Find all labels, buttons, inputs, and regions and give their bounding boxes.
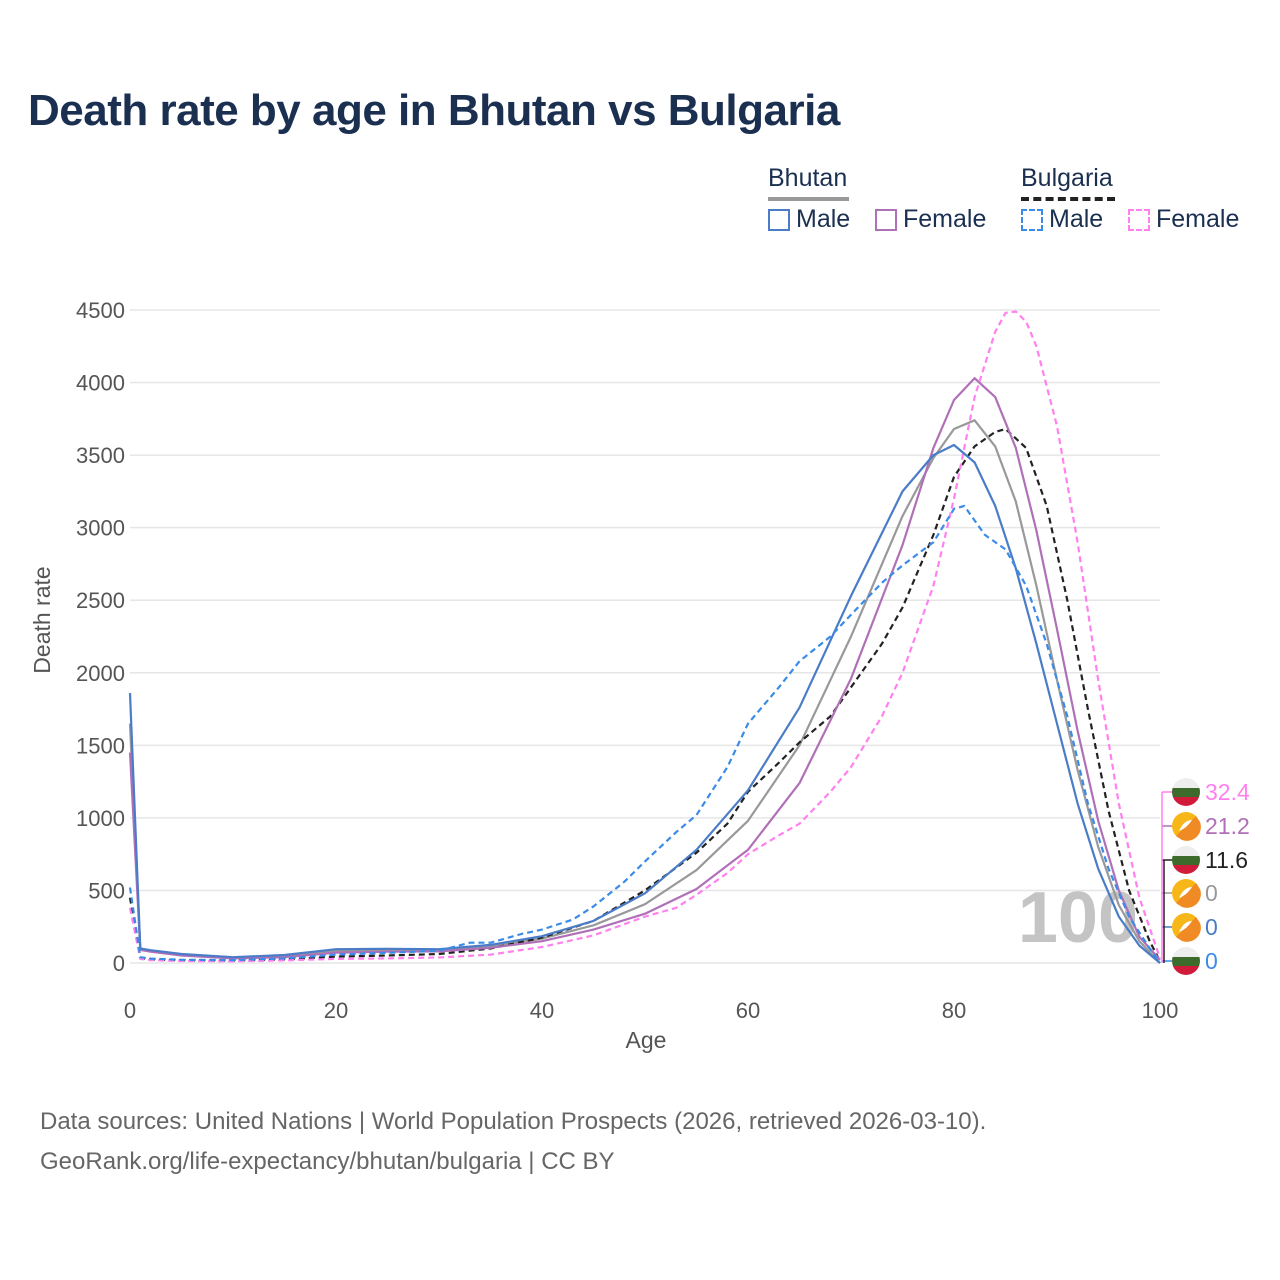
x-tick-label: 100: [1142, 998, 1179, 1023]
y-tick-label: 4000: [76, 371, 125, 396]
legend-bhutan-female-swatch: [875, 208, 897, 231]
y-tick-label: 500: [88, 878, 125, 903]
y-tick-label: 1500: [76, 733, 125, 758]
legend-bhutan-line: [768, 197, 850, 201]
y-tick-label: 3000: [76, 516, 125, 541]
x-tick-label: 0: [124, 998, 136, 1023]
bhutan-flag-icon: [1172, 879, 1201, 908]
end-label-bulgaria-male: 0: [1162, 947, 1218, 975]
y-tick-label: 1000: [76, 806, 125, 831]
legend-bhutan-female[interactable]: Female: [875, 205, 986, 234]
y-tick-label: 0: [113, 951, 125, 976]
end-label-bhutan-total: 0: [1162, 879, 1218, 908]
end-label-value: 0: [1205, 914, 1218, 940]
x-tick-label: 60: [736, 998, 760, 1023]
series-line-bulgaria-male[interactable]: [128, 504, 1161, 964]
x-tick-label: 80: [942, 998, 966, 1023]
y-tick-label: 2500: [76, 588, 125, 613]
series-line-bhutan-male[interactable]: [128, 443, 1161, 964]
legend-bulgaria-line: [1021, 197, 1115, 201]
legend-bhutan-female-label: Female: [903, 205, 987, 233]
series-line-bhutan-female[interactable]: [128, 377, 1161, 961]
end-labels: 32.4 21.2 11.6 0 0 0: [1161, 778, 1250, 975]
x-axis-label: Age: [626, 1027, 667, 1053]
end-label-value: 0: [1205, 880, 1218, 906]
legend-bulgaria-female[interactable]: Female: [1128, 205, 1239, 234]
chart-title: Death rate by age in Bhutan vs Bulgaria: [28, 86, 840, 135]
grid-lines: [130, 309, 1160, 964]
bhutan-flag-icon: [1172, 913, 1201, 942]
end-label-value: 21.2: [1205, 813, 1250, 839]
series-line-bulgaria-female[interactable]: [128, 310, 1162, 963]
legend-bulgaria-male-label: Male: [1049, 205, 1104, 233]
footer-sources: Data sources: United Nations | World Pop…: [40, 1108, 987, 1135]
end-label-value: 32.4: [1205, 779, 1250, 805]
legend-bulgaria-male-swatch: [1021, 208, 1043, 231]
y-tick-label: 3500: [76, 443, 125, 468]
x-tick-label: 40: [530, 998, 554, 1023]
legend-bhutan-male[interactable]: Male: [768, 205, 850, 234]
series-line-bulgaria-total[interactable]: [128, 427, 1161, 962]
legend-bhutan-male-label: Male: [796, 205, 851, 233]
series-lines: [128, 310, 1162, 964]
legend-bhutan-male-swatch: [768, 208, 790, 231]
legend-bulgaria-female-swatch: [1128, 208, 1150, 231]
y-tick-label: 2000: [76, 661, 125, 686]
end-label-bulgaria-total: 11.6: [1162, 846, 1248, 874]
end-label-value: 11.6: [1205, 847, 1248, 873]
footer-credit: GeoRank.org/life-expectancy/bhutan/bulga…: [40, 1148, 615, 1175]
legend-bulgaria-heading[interactable]: Bulgaria: [1021, 164, 1115, 201]
legend-bhutan-label: Bhutan: [768, 164, 848, 192]
end-label-bhutan-female: 21.2: [1162, 812, 1250, 841]
legend-bhutan-heading[interactable]: Bhutan: [768, 164, 850, 201]
y-axis-ticks: 0 500 1000 1500 2000 2500 3000 3500 4000 4500: [76, 298, 125, 976]
legend-bulgaria-female-label: Female: [1156, 205, 1240, 233]
y-axis-label: Death rate: [29, 566, 55, 673]
x-tick-label: 20: [324, 998, 348, 1023]
bulgaria-flag-icon: [1172, 846, 1200, 874]
legend-bulgaria-label: Bulgaria: [1021, 164, 1113, 192]
y-tick-label: 4500: [76, 298, 125, 323]
bhutan-flag-icon: [1172, 812, 1201, 841]
end-label-bulgaria-female: 32.4: [1162, 778, 1250, 806]
end-label-value: 0: [1205, 948, 1218, 974]
legend-bulgaria-male[interactable]: Male: [1021, 205, 1103, 234]
age-watermark: 100: [1018, 878, 1138, 958]
x-axis-ticks: 0 20 40 60 80 100: [124, 998, 1178, 1023]
bulgaria-flag-icon: [1172, 778, 1200, 806]
bulgaria-flag-icon: [1172, 947, 1200, 975]
series-line-bhutan-total[interactable]: [128, 419, 1161, 964]
end-label-bhutan-male: 0: [1162, 913, 1218, 942]
